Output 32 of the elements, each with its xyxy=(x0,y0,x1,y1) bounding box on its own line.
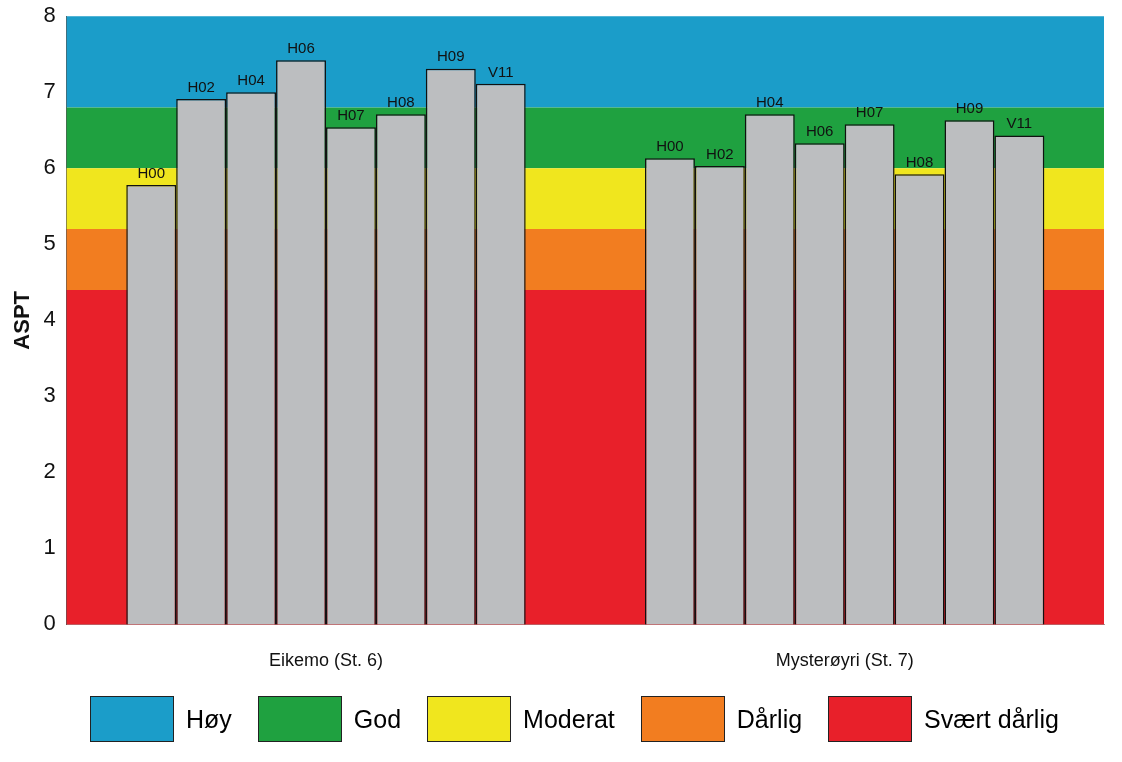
text: V11 xyxy=(1006,114,1033,132)
series-label: V11 xyxy=(487,62,514,80)
series-label: H00 xyxy=(137,163,166,181)
x-tick-label: Mysterøyri (St. 7) xyxy=(775,650,914,671)
text: H08 xyxy=(905,152,934,170)
legend-label: Svært dårlig xyxy=(924,704,1059,734)
y-tick-label: 3 xyxy=(43,382,56,408)
text: H02 xyxy=(187,77,215,95)
series-label: H02 xyxy=(706,144,734,162)
y-tick-label: 5 xyxy=(43,230,56,256)
text: H04 xyxy=(756,92,784,110)
series-label: H09 xyxy=(437,47,465,65)
y-tick-label: 4 xyxy=(43,306,56,332)
legend-label: Høy xyxy=(186,704,232,734)
y-tick-label: 1 xyxy=(43,534,56,560)
legend-label: Dårlig xyxy=(736,704,803,734)
series-label: H04 xyxy=(237,70,265,88)
y-tick-label: 7 xyxy=(43,78,56,104)
y-tick-label: 6 xyxy=(43,154,56,180)
y-tick-label: 0 xyxy=(43,610,56,636)
series-label: H07 xyxy=(337,105,365,123)
series-label: H08 xyxy=(387,92,415,110)
text: H06 xyxy=(287,38,315,56)
legend-label: Moderat xyxy=(523,704,615,734)
x-tick-label: Eikemo (St. 6) xyxy=(268,650,383,671)
legend-label: God xyxy=(353,704,402,734)
y-tick-label: 8 xyxy=(43,2,56,28)
y-axis-title: ASPT xyxy=(9,290,35,350)
series-label: H06 xyxy=(805,121,834,139)
text: H00 xyxy=(656,137,684,155)
text: H07 xyxy=(855,102,884,120)
y-tick-label: 2 xyxy=(43,458,56,484)
